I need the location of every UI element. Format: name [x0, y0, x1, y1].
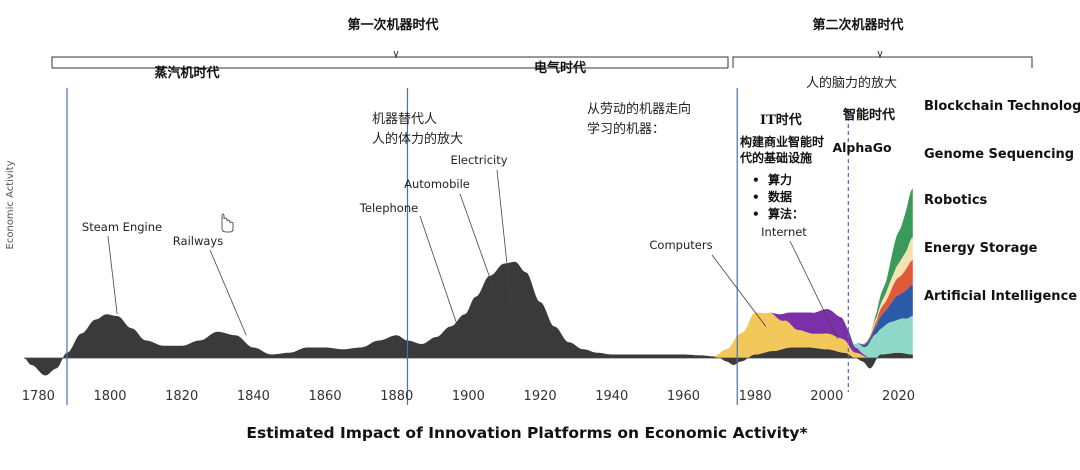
first-age-bracket	[51, 56, 729, 68]
x-axis-ticks: 1780 1800 1820 1840 1860 1880 1900 1920 1940 1960…	[22, 389, 915, 404]
leader-telephone	[419, 215, 459, 327]
bullet-mark-2: •	[752, 190, 760, 204]
chart-title: Estimated Impact of Innovation Platforms…	[246, 424, 807, 442]
annotation-railways: Railways	[173, 234, 223, 248]
x-tick-label: 2020	[882, 389, 915, 404]
leader-computers	[711, 254, 767, 327]
era-brackets	[51, 50, 1033, 69]
x-tick-label: 1840	[237, 389, 270, 404]
bullet-algorithm: 算法：	[768, 206, 804, 221]
bullet-mark-1: •	[752, 173, 760, 187]
x-tick-label: 1880	[380, 389, 413, 404]
x-tick-label: 1980	[739, 389, 772, 404]
note-machine-replace-1: 机器替代人	[372, 112, 437, 127]
era-dividers	[66, 88, 849, 405]
x-tick-label: 1860	[309, 389, 342, 404]
hand-cursor-icon	[221, 213, 234, 233]
legend-genome-sequencing: Genome Sequencing	[924, 147, 1074, 162]
x-tick-label: 1820	[165, 389, 198, 404]
note-it-desc-2: 代的基础设施	[739, 150, 812, 165]
area-computers	[24, 261, 913, 358]
note-it-desc-1: 构建商业智能时	[740, 134, 824, 149]
smart-age-label: 智能时代	[843, 107, 895, 123]
steam-age-label: 蒸汽机时代	[154, 65, 219, 81]
x-tick-label: 1800	[93, 389, 126, 404]
leader-automobile	[459, 193, 494, 289]
leader-internet	[789, 240, 838, 339]
x-tick-label: 1960	[667, 389, 700, 404]
area-first-machine-age-innovations	[24, 261, 913, 376]
stacked-areas	[24, 188, 913, 376]
annotation-steam-engine: Steam Engine	[82, 220, 162, 234]
bullet-compute: 算力	[768, 172, 792, 187]
second-age-bracket	[732, 56, 1033, 68]
note-learning-2: 学习的机器：	[587, 121, 665, 137]
x-tick-label: 1920	[524, 389, 557, 404]
annotation-leaders	[107, 169, 838, 339]
x-tick-label: 1780	[22, 389, 55, 404]
annotation-telephone: Telephone	[359, 201, 418, 215]
leader-railways	[209, 249, 247, 336]
annotation-electricity: Electricity	[450, 153, 507, 167]
legend-robotics: Robotics	[924, 193, 988, 208]
leader-electricity	[496, 169, 512, 306]
electric-age-label: 电气时代	[534, 60, 586, 76]
legend: Blockchain Technology Genome Sequencing Ro…	[924, 99, 1080, 304]
x-tick-label: 1940	[595, 389, 628, 404]
annotation-automobile: Automobile	[404, 177, 470, 191]
y-axis-label: Economic Activity	[5, 160, 16, 249]
first-machine-age-label: 第一次机器时代	[347, 17, 438, 33]
legend-energy-storage: Energy Storage	[924, 241, 1038, 256]
x-tick-label: 1900	[452, 389, 485, 404]
bullet-data: 数据	[768, 189, 792, 204]
legend-blockchain-technology: Blockchain Technology	[924, 99, 1080, 114]
first-age-bracket-tip	[393, 50, 399, 59]
leader-steam-engine	[107, 235, 118, 315]
note-brain: 人的脑力的放大	[806, 75, 897, 91]
annotation-internet: Internet	[761, 225, 807, 239]
legend-artificial-intelligence: Artificial Intelligence	[924, 289, 1077, 304]
it-age-label: IT时代	[760, 112, 802, 128]
x-tick-label: 2000	[810, 389, 843, 404]
annotation-alphago: AlphaGo	[832, 140, 892, 155]
annotation-computers: Computers	[649, 238, 712, 252]
note-learning-1: 从劳动的机器走向	[587, 101, 691, 117]
second-age-bracket-tip	[877, 50, 883, 59]
second-machine-age-label: 第二次机器时代	[812, 17, 903, 33]
note-machine-replace-2: 人的体力的放大	[372, 131, 463, 147]
annotations: Steam Engine Railways Telephone Automobile E…	[82, 140, 892, 252]
bullet-mark-3: •	[752, 207, 760, 221]
